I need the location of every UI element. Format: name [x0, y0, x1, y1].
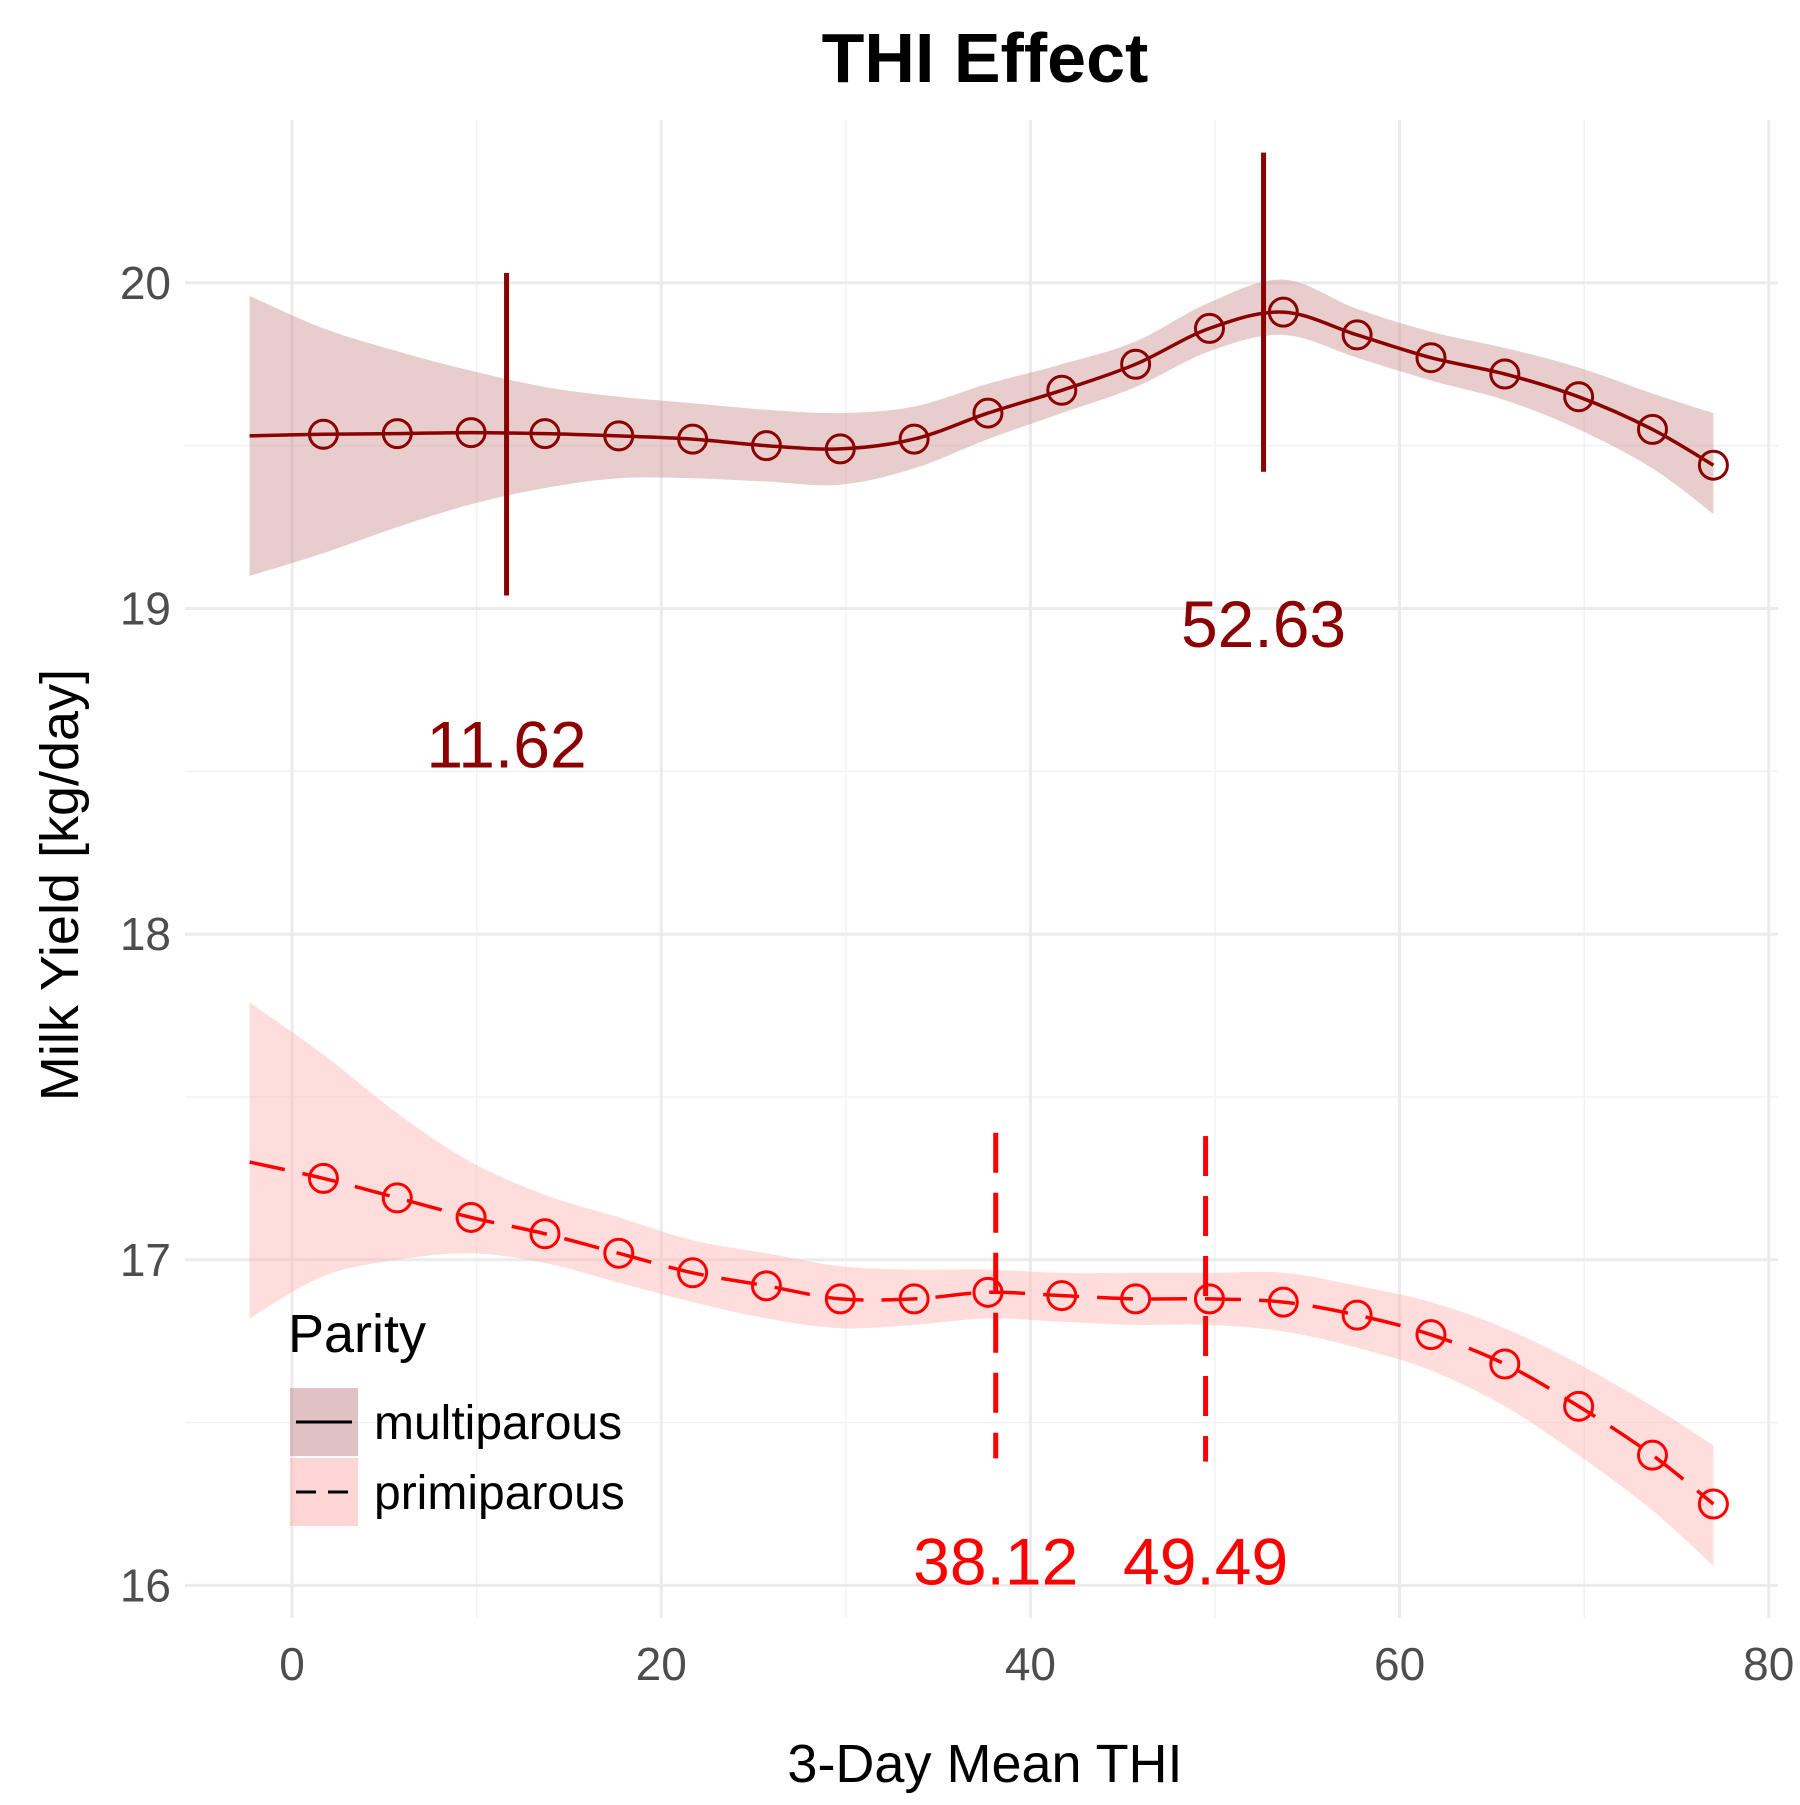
primiparous-point: [1267, 1286, 1299, 1318]
primiparous-threshold-label: 38.12: [913, 1525, 1078, 1599]
primiparous-point: [1341, 1299, 1373, 1331]
multiparous-threshold-label: 52.63: [1181, 587, 1346, 661]
primiparous-point: [1193, 1283, 1225, 1315]
grid-lines: [185, 120, 1778, 1618]
primiparous-point: [677, 1257, 709, 1289]
multiparous-point: [381, 418, 413, 450]
x-tick-label: 20: [636, 1638, 687, 1690]
primiparous-confidence-band: [249, 1002, 1714, 1566]
multiparous-point: [1636, 413, 1668, 445]
primiparous-point: [381, 1182, 413, 1214]
series-lines: [249, 310, 1715, 1506]
multiparous-threshold-label: 11.62: [426, 707, 586, 781]
primiparous-point: [1563, 1390, 1595, 1422]
x-tick-label: 80: [1743, 1638, 1794, 1690]
chart-title: THI Effect: [822, 19, 1149, 97]
primiparous-point: [1120, 1283, 1152, 1315]
multiparous-point: [529, 418, 561, 450]
primiparous-point: [1046, 1280, 1078, 1312]
multiparous-point: [1563, 381, 1595, 413]
x-tick-label: 40: [1005, 1638, 1056, 1690]
y-tick-label: 20: [120, 257, 171, 309]
multiparous-point: [898, 423, 930, 455]
legend-keys: multiparous primiparous: [290, 1388, 625, 1526]
multiparous-point: [1193, 312, 1225, 344]
y-tick-label: 19: [120, 582, 171, 634]
primiparous-point: [1415, 1319, 1447, 1351]
x-tick-label: 0: [279, 1638, 305, 1690]
multiparous-point: [1267, 296, 1299, 328]
primiparous-point: [750, 1270, 782, 1302]
series-points: [307, 296, 1729, 1520]
multiparous-point: [455, 417, 487, 449]
primiparous-point: [1489, 1348, 1521, 1380]
multiparous-line: [249, 310, 1715, 467]
primiparous-point: [603, 1237, 635, 1269]
multiparous-point: [677, 423, 709, 455]
primiparous-point: [529, 1218, 561, 1250]
x-tick-label: 60: [1374, 1638, 1425, 1690]
multiparous-confidence-band: [249, 279, 1714, 576]
threshold-lines: 11.62 52.63 38.12 49.49: [426, 152, 1346, 1599]
multiparous-point: [824, 433, 856, 465]
y-axis-title: Milk Yield [kg/day]: [30, 669, 90, 1101]
multiparous-point: [750, 430, 782, 462]
multiparous-point: [1341, 319, 1373, 351]
multiparous-point: [307, 418, 339, 450]
primiparous-point: [824, 1283, 856, 1315]
primiparous-line: [249, 1160, 1715, 1506]
tick-labels: 0 20 40 60 80 16 17 18 19 20: [120, 257, 1795, 1690]
legend-title: Parity: [288, 1304, 426, 1364]
primiparous-point: [898, 1283, 930, 1315]
y-tick-label: 16: [120, 1559, 171, 1611]
multiparous-point: [1415, 342, 1447, 374]
multiparous-point: [1489, 358, 1521, 390]
legend-label-primiparous: primiparous: [374, 1467, 625, 1520]
primiparous-threshold-label: 49.49: [1123, 1525, 1288, 1599]
multiparous-point: [603, 420, 635, 452]
multiparous-point: [1046, 374, 1078, 406]
multiparous-point: [972, 397, 1004, 429]
primiparous-point: [972, 1276, 1004, 1308]
primiparous-point: [1697, 1488, 1729, 1520]
multiparous-point: [1697, 449, 1729, 481]
primiparous-point: [307, 1162, 339, 1194]
confidence-bands: [249, 279, 1714, 1566]
y-tick-label: 17: [120, 1234, 171, 1286]
legend-label-multiparous: multiparous: [374, 1397, 622, 1450]
primiparous-point: [455, 1201, 487, 1233]
y-tick-label: 18: [120, 908, 171, 960]
x-axis-title: 3-Day Mean THI: [787, 1734, 1182, 1794]
legend: Parity multiparous primiparous: [288, 1304, 625, 1526]
multiparous-point: [1120, 348, 1152, 380]
primiparous-point: [1636, 1439, 1668, 1471]
